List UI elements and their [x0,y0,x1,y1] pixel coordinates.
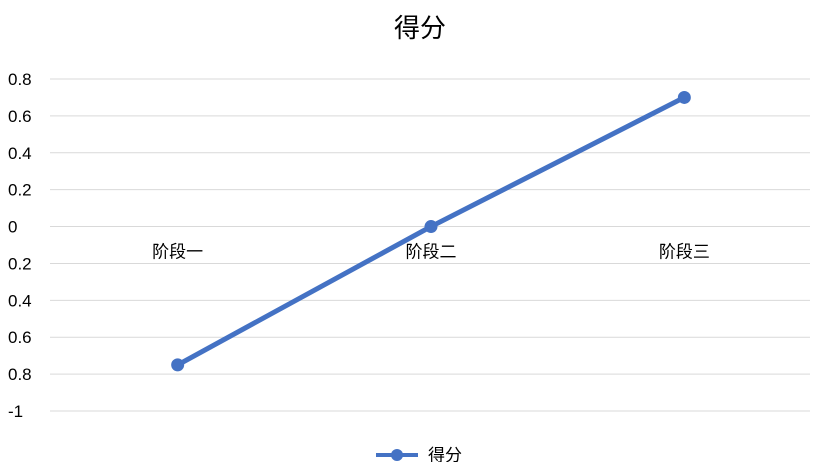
legend-label: 得分 [428,446,462,462]
y-tick-label: 0.6 [8,328,32,347]
category-labels: 阶段一 阶段二 阶段三 [152,243,710,263]
series-layer [171,90,691,372]
y-axis-tick-labels: 0.8 0.6 0.4 0.2 0 0.2 0.4 0.6 0.8 -1 [8,70,32,421]
y-tick-label: 0.2 [8,181,32,200]
data-point [677,90,691,104]
category-label: 阶段二 [406,243,457,263]
y-tick-label: -1 [8,402,23,421]
data-point [171,358,185,372]
chart-title: 得分 [394,14,446,44]
y-tick-label: 0.6 [8,107,32,126]
y-tick-label: 0.8 [8,365,32,384]
category-label: 阶段一 [152,243,203,263]
y-tick-label: 0.2 [8,254,32,273]
legend: 得分 [376,446,462,462]
legend-dot-marker [391,449,403,461]
y-tick-label: 0.4 [8,144,32,163]
y-tick-label: 0.4 [8,291,32,310]
category-label: 阶段三 [659,243,710,263]
y-tick-label: 0 [8,218,17,237]
y-tick-label: 0.8 [8,70,32,89]
data-point [424,220,438,234]
